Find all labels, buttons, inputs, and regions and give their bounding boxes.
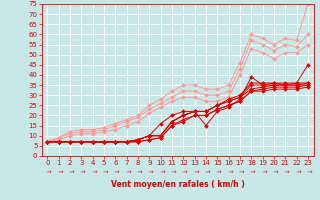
Text: ↗: ↗ [282,168,289,176]
Text: ↗: ↗ [248,168,255,176]
Text: ↗: ↗ [270,168,277,176]
Text: ↗: ↗ [55,168,62,176]
Text: ↗: ↗ [259,168,266,176]
Text: ↗: ↗ [293,168,300,176]
Text: ↗: ↗ [112,168,119,176]
Text: ↗: ↗ [214,168,221,176]
Text: ↗: ↗ [123,168,130,176]
Text: ↗: ↗ [225,168,232,176]
Text: ↗: ↗ [100,168,108,176]
Text: ↗: ↗ [44,168,51,176]
Text: ↗: ↗ [66,168,74,176]
Text: ↗: ↗ [168,168,176,176]
Text: ↗: ↗ [146,168,153,176]
Text: ↗: ↗ [134,168,141,176]
Text: ↗: ↗ [236,168,244,176]
Text: ↗: ↗ [202,168,210,176]
Text: ↗: ↗ [180,168,187,176]
Text: ↗: ↗ [157,168,164,176]
X-axis label: Vent moyen/en rafales ( km/h ): Vent moyen/en rafales ( km/h ) [111,180,244,189]
Text: ↗: ↗ [304,168,312,176]
Text: ↗: ↗ [78,168,85,176]
Text: ↗: ↗ [191,168,198,176]
Text: ↗: ↗ [89,168,96,176]
